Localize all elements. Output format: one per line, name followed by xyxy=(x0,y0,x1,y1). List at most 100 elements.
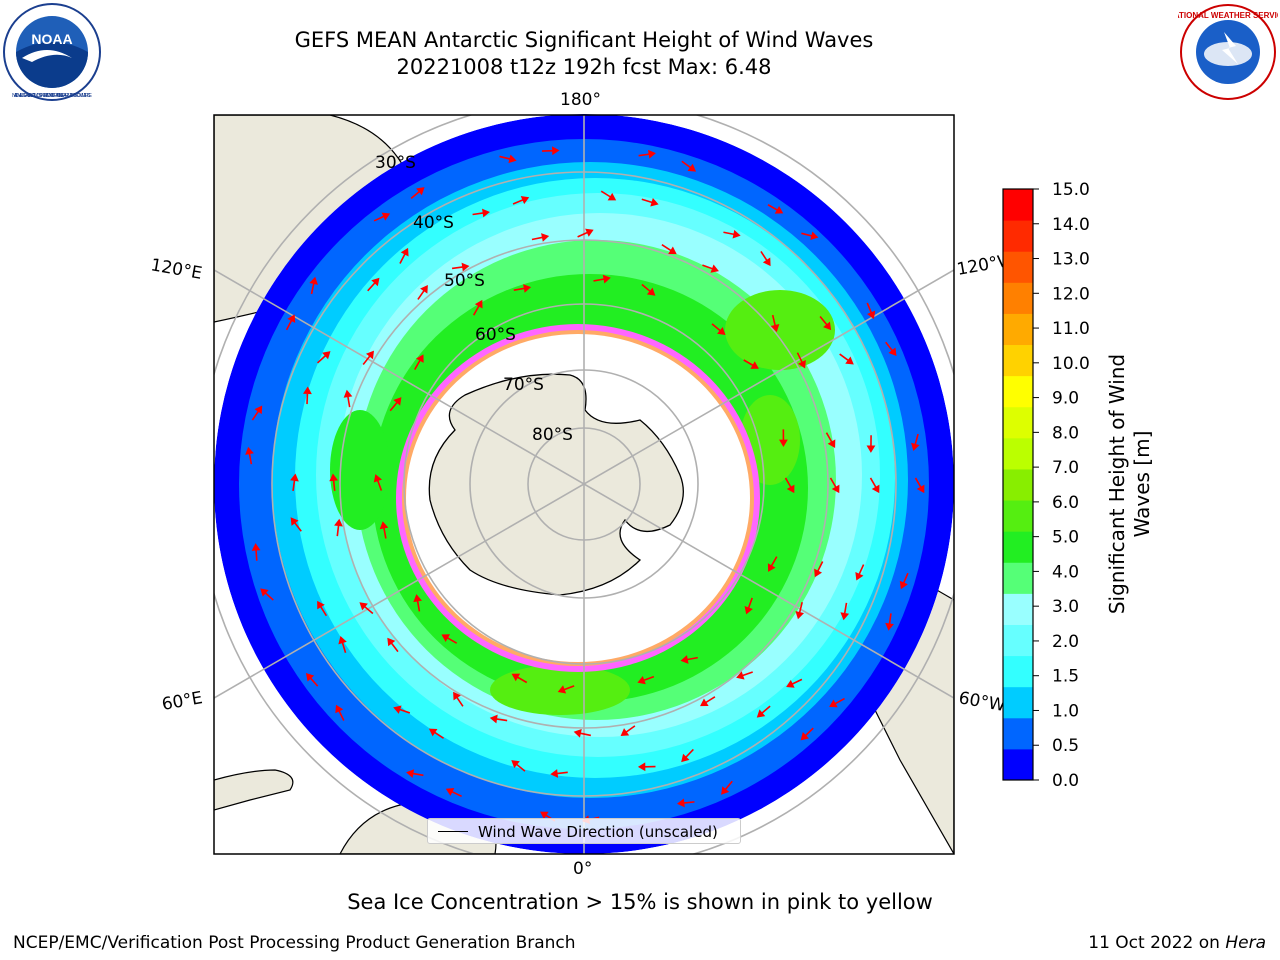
wave-direction-arrow xyxy=(801,231,819,241)
lon-label-120e: 120°E xyxy=(149,255,203,284)
wave-direction-arrow xyxy=(303,386,312,405)
wave-direction-arrow xyxy=(417,285,428,300)
wave-direction-arrow xyxy=(413,594,422,612)
colorbar-ticks: 0.0 0.5 1.0 1.5 2.0 3.0 4.0 5.0 6.0 7.0 8.0 9.0 10.0… xyxy=(1033,180,1090,791)
svg-text:NOAA: NOAA xyxy=(31,31,72,47)
wave-direction-arrow xyxy=(445,787,462,798)
wave-direction-arrow xyxy=(550,769,568,778)
wave-direction-arrow xyxy=(795,602,805,620)
colorbar-cells xyxy=(1003,189,1033,781)
colorbar-cell xyxy=(1003,686,1033,719)
wave-direction-arrow xyxy=(285,314,296,331)
wave-direction-arrow xyxy=(779,429,788,447)
colorbar-tick-label: 7.0 xyxy=(1052,458,1079,478)
wave-direction-arrow xyxy=(756,705,771,718)
wave-direction-arrow xyxy=(499,154,517,164)
wave-direction-arrow xyxy=(334,518,343,537)
wave-direction-arrow xyxy=(511,760,526,772)
wave-direction-arrow xyxy=(819,315,832,331)
wave-direction-arrow xyxy=(702,264,719,273)
colorbar-cell xyxy=(1003,748,1033,781)
colorbar-frame xyxy=(1002,188,1034,781)
footer-credit: NCEP/EMC/Verification Post Processing Pr… xyxy=(13,933,576,953)
wave-direction-arrow xyxy=(557,685,575,694)
colorbar-tick-label: 5.0 xyxy=(1052,528,1079,548)
wave-direction-arrow xyxy=(290,473,299,492)
lat-label-40s: 40°S xyxy=(413,213,454,233)
wave-direction-arrow xyxy=(866,435,876,453)
colorbar-tick-label: 15.0 xyxy=(1052,180,1090,200)
footer-date: 11 Oct 2022 on Hera xyxy=(1088,933,1266,953)
colorbar-tick-label: 14.0 xyxy=(1052,215,1090,235)
lat-label-50s: 50°S xyxy=(444,271,485,291)
colorbar-cell xyxy=(1003,344,1033,377)
wave-direction-arrow xyxy=(260,588,274,601)
map-title: GEFS MEAN Antarctic Significant Height o… xyxy=(294,28,874,52)
lon-label-0: 0° xyxy=(573,859,592,879)
wave-direction-arrow xyxy=(760,251,771,267)
wave-direction-arrow xyxy=(414,354,424,370)
wave-direction-arrow xyxy=(800,727,814,741)
wave-direction-arrow xyxy=(472,299,483,316)
wave-direction-arrow xyxy=(305,673,319,687)
wave-direction-arrow xyxy=(814,561,824,578)
wave-direction-arrow xyxy=(290,517,302,532)
wave-direction-arrow xyxy=(343,389,353,408)
wave-direction-arrow xyxy=(531,233,550,242)
wave-direction-arrow xyxy=(513,284,532,293)
wave-direction-arrow xyxy=(721,780,733,795)
wave-direction-arrow xyxy=(620,725,636,737)
wave-direction-arrow xyxy=(373,474,383,491)
colorbar-tick-label: 6.0 xyxy=(1052,493,1079,513)
wave-direction-arrow xyxy=(784,477,795,494)
lon-label-180: 180° xyxy=(560,90,601,110)
wave-direction-arrow xyxy=(577,228,594,238)
colorbar-cell xyxy=(1003,624,1033,657)
wave-direction-arrow xyxy=(637,762,656,772)
wave-direction-arrow xyxy=(379,521,389,539)
graticule xyxy=(214,115,954,854)
wave-direction-arrow xyxy=(309,276,318,295)
wave-direction-arrow xyxy=(367,277,380,292)
colorbar-label-line2: Waves [m] xyxy=(1130,431,1154,538)
colorbar-tick-label: 12.0 xyxy=(1052,284,1090,304)
colorbar-tick-label: 1.5 xyxy=(1052,667,1079,687)
wave-direction-arrow xyxy=(885,341,897,357)
wave-direction-arrow xyxy=(641,283,656,296)
colorbar-cell xyxy=(1003,468,1033,501)
wave-direction-arrow xyxy=(681,160,697,172)
wave-direction-arrow xyxy=(317,600,328,617)
wave-direction-arrow xyxy=(914,477,925,494)
footer-date-text: 11 Oct 2022 on xyxy=(1088,933,1226,953)
colorbar-tick-label: 0.5 xyxy=(1052,736,1079,756)
wave-direction-arrow xyxy=(472,208,490,218)
wave-direction-arrow xyxy=(723,229,741,239)
colorbar-cell xyxy=(1003,717,1033,750)
colorbar-tick-label: 9.0 xyxy=(1052,389,1079,409)
colorbar-cell xyxy=(1003,437,1033,470)
wave-direction-arrow xyxy=(600,190,617,201)
lon-label-60e: 60°E xyxy=(160,688,204,715)
wave-direction-arrow xyxy=(743,359,759,369)
wave-direction-arrow xyxy=(406,769,424,778)
wave-direction-arrow xyxy=(839,353,854,365)
wave-direction-arrow xyxy=(541,146,560,156)
wave-direction-arrow xyxy=(829,697,845,708)
colorbar-cell xyxy=(1003,251,1033,283)
colorbar-tick-label: 8.0 xyxy=(1052,423,1079,443)
wave-direction-arrow xyxy=(638,149,656,159)
colorbar-tick-label: 13.0 xyxy=(1052,250,1090,270)
legend-line-swatch xyxy=(438,831,468,832)
wave-direction-arrow xyxy=(451,262,470,272)
legend-label: Wind Wave Direction (unscaled) xyxy=(478,823,718,841)
wave-direction-arrow xyxy=(711,323,726,336)
wave-direction-arrow xyxy=(335,704,345,721)
wave-direction-arrow xyxy=(786,678,803,688)
wave-direction-arrow xyxy=(767,556,778,572)
wave-direction-arrow xyxy=(899,572,909,590)
colorbar: 0.0 0.5 1.0 1.5 2.0 3.0 4.0 5.0 6.0 7.0 8.0 9.0 10.0… xyxy=(1002,180,1154,791)
nws-logo: NATIONAL WEATHER SERVICE xyxy=(1178,4,1278,100)
wave-direction-arrow xyxy=(641,198,659,207)
wave-direction-arrow xyxy=(245,446,254,465)
colorbar-label-line1: Significant Height of Wind xyxy=(1105,354,1129,614)
